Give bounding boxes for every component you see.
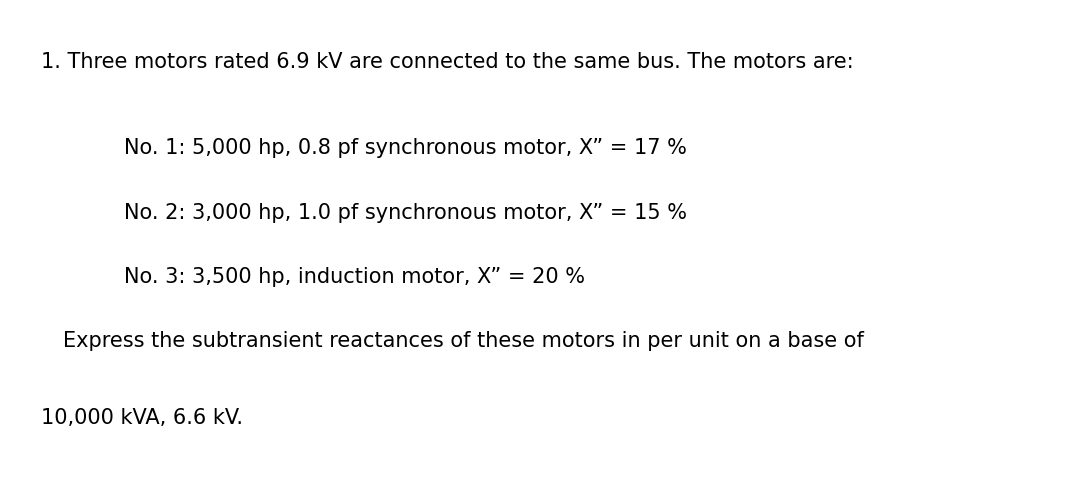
Text: No. 2: 3,000 hp, 1.0 pf synchronous motor, X” = 15 %: No. 2: 3,000 hp, 1.0 pf synchronous moto… [124,203,687,222]
Text: 1. Three motors rated 6.9 kV are connected to the same bus. The motors are:: 1. Three motors rated 6.9 kV are connect… [41,52,853,72]
Text: 10,000 kVA, 6.6 kV.: 10,000 kVA, 6.6 kV. [41,408,243,427]
Text: No. 3: 3,500 hp, induction motor, X” = 20 %: No. 3: 3,500 hp, induction motor, X” = 2… [124,267,585,287]
Text: No. 1: 5,000 hp, 0.8 pf synchronous motor, X” = 17 %: No. 1: 5,000 hp, 0.8 pf synchronous moto… [124,138,687,158]
Text: Express the subtransient reactances of these motors in per unit on a base of: Express the subtransient reactances of t… [63,331,864,351]
